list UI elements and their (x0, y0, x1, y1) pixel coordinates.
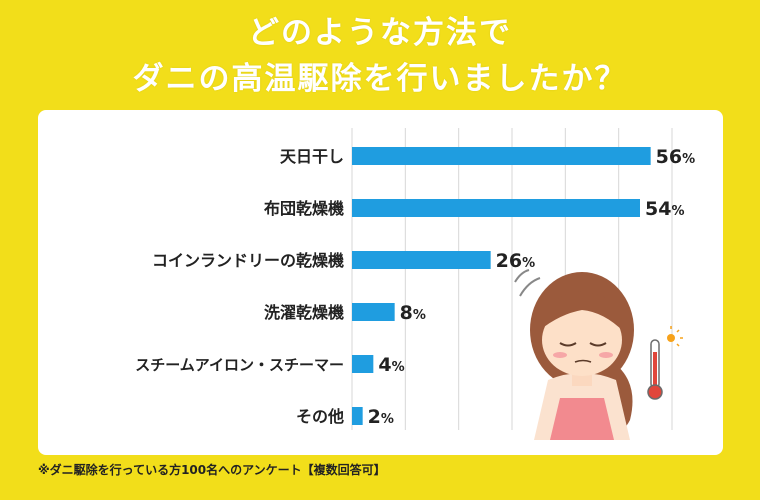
bars (352, 147, 651, 425)
title-line-1: どのような方法で (248, 15, 512, 51)
value-label: 4% (378, 354, 404, 376)
thermometer-icon (647, 326, 683, 400)
value-label: 2% (368, 406, 394, 428)
woman-illustration (514, 269, 634, 440)
category-label: その他 (296, 407, 344, 426)
category-labels: 天日干し布団乾燥機コインランドリーの乾燥機洗濯乾燥機スチームアイロン・スチーマー… (135, 147, 344, 426)
category-label: スチームアイロン・スチーマー (135, 356, 344, 374)
chart-title: どのような方法で ダニの高温駆除を行いましたか？ (0, 10, 760, 102)
title-line-2: ダニの高温駆除を行いましたか？ (132, 61, 628, 97)
bar (352, 355, 374, 373)
value-label: 54% (645, 198, 684, 220)
bar (352, 147, 651, 165)
value-label: 8% (400, 302, 426, 324)
bar (352, 251, 491, 269)
category-label: コインランドリーの乾燥機 (152, 251, 344, 270)
value-labels: 56% 54% 26% 8% 4% 2% (368, 146, 695, 428)
category-label: 洗濯乾燥機 (264, 303, 344, 322)
value-label: 26% (496, 250, 535, 272)
bar (352, 303, 395, 321)
footnote: ※ダニ駆除を行っている方100名へのアンケート【複数回答可】 (38, 463, 386, 477)
bar (352, 199, 640, 217)
bar (352, 407, 363, 425)
category-label: 天日干し (280, 147, 344, 166)
category-label: 布団乾燥機 (264, 199, 344, 218)
value-label: 56% (656, 146, 695, 168)
